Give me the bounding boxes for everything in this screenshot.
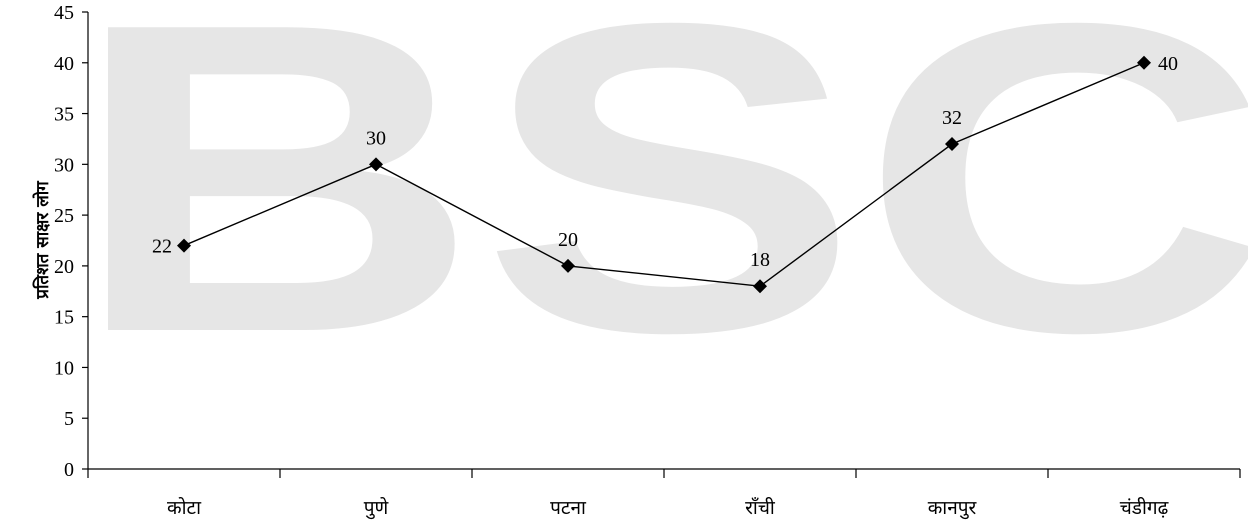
data-label: 20 bbox=[558, 229, 578, 251]
watermark: BSC bbox=[70, 0, 1248, 424]
x-category-label: कानपुर bbox=[928, 497, 978, 520]
data-label: 22 bbox=[152, 236, 172, 258]
y-tick-label: 45 bbox=[54, 2, 74, 24]
y-tick-label: 0 bbox=[64, 459, 74, 481]
y-axis-ticks: 0 5 10 15 20 25 30 35 40 45 bbox=[54, 2, 88, 481]
y-tick-label: 20 bbox=[54, 256, 74, 278]
data-label: 30 bbox=[366, 127, 386, 149]
data-point-marker bbox=[177, 238, 191, 253]
data-label: 32 bbox=[942, 107, 962, 129]
data-point-marker bbox=[561, 258, 575, 273]
y-tick-label: 30 bbox=[54, 154, 74, 176]
y-tick-label: 10 bbox=[54, 357, 74, 379]
data-point-marker bbox=[369, 157, 383, 172]
x-axis-ticks: कोटा पुणे पटना राँची कानपुर चंडीगढ़ bbox=[87, 469, 1241, 520]
data-point-marker bbox=[1137, 55, 1151, 70]
series-line bbox=[183, 62, 1145, 287]
x-category-label: पटना bbox=[550, 497, 587, 519]
x-category-label: चंडीगढ़ bbox=[1120, 496, 1169, 519]
y-tick-label: 35 bbox=[54, 104, 74, 126]
data-point-marker bbox=[945, 137, 959, 152]
y-tick-label: 5 bbox=[64, 408, 74, 430]
watermark-text: BSC bbox=[70, 0, 1248, 424]
x-category-label: राँची bbox=[745, 496, 776, 519]
y-tick-label: 25 bbox=[54, 205, 74, 227]
data-label: 40 bbox=[1158, 53, 1178, 75]
x-category-label: पुणे bbox=[364, 496, 389, 520]
series: 22 30 20 18 32 40 bbox=[152, 53, 1178, 294]
data-point-marker bbox=[753, 279, 767, 294]
y-axis-title: प्रतिशत साक्षर लोग bbox=[32, 180, 53, 300]
data-label: 18 bbox=[750, 249, 770, 271]
x-category-label: कोटा bbox=[167, 496, 202, 519]
y-tick-label: 15 bbox=[54, 307, 74, 329]
y-tick-label: 40 bbox=[54, 53, 74, 75]
